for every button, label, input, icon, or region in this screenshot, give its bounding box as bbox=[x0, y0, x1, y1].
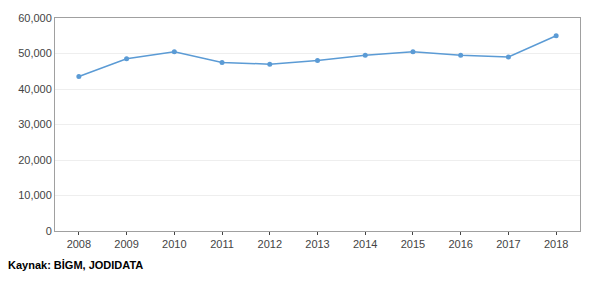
svg-text:60,000: 60,000 bbox=[18, 12, 52, 24]
svg-text:40,000: 40,000 bbox=[18, 83, 52, 95]
svg-text:2018: 2018 bbox=[544, 238, 568, 250]
svg-text:2015: 2015 bbox=[401, 238, 425, 250]
svg-text:2009: 2009 bbox=[114, 238, 138, 250]
svg-text:2014: 2014 bbox=[353, 238, 377, 250]
svg-text:10,000: 10,000 bbox=[18, 189, 52, 201]
svg-text:2008: 2008 bbox=[67, 238, 91, 250]
svg-text:0: 0 bbox=[46, 225, 52, 237]
svg-text:20,000: 20,000 bbox=[18, 154, 52, 166]
svg-text:30,000: 30,000 bbox=[18, 118, 52, 130]
svg-text:2010: 2010 bbox=[162, 238, 186, 250]
svg-text:50,000: 50,000 bbox=[18, 47, 52, 59]
svg-text:2017: 2017 bbox=[496, 238, 520, 250]
svg-text:2012: 2012 bbox=[258, 238, 282, 250]
svg-text:2013: 2013 bbox=[305, 238, 329, 250]
svg-text:2016: 2016 bbox=[448, 238, 472, 250]
svg-text:2011: 2011 bbox=[210, 238, 234, 250]
svg-text:Kaynak: BİGM, JODIDATA: Kaynak: BİGM, JODIDATA bbox=[8, 259, 143, 271]
